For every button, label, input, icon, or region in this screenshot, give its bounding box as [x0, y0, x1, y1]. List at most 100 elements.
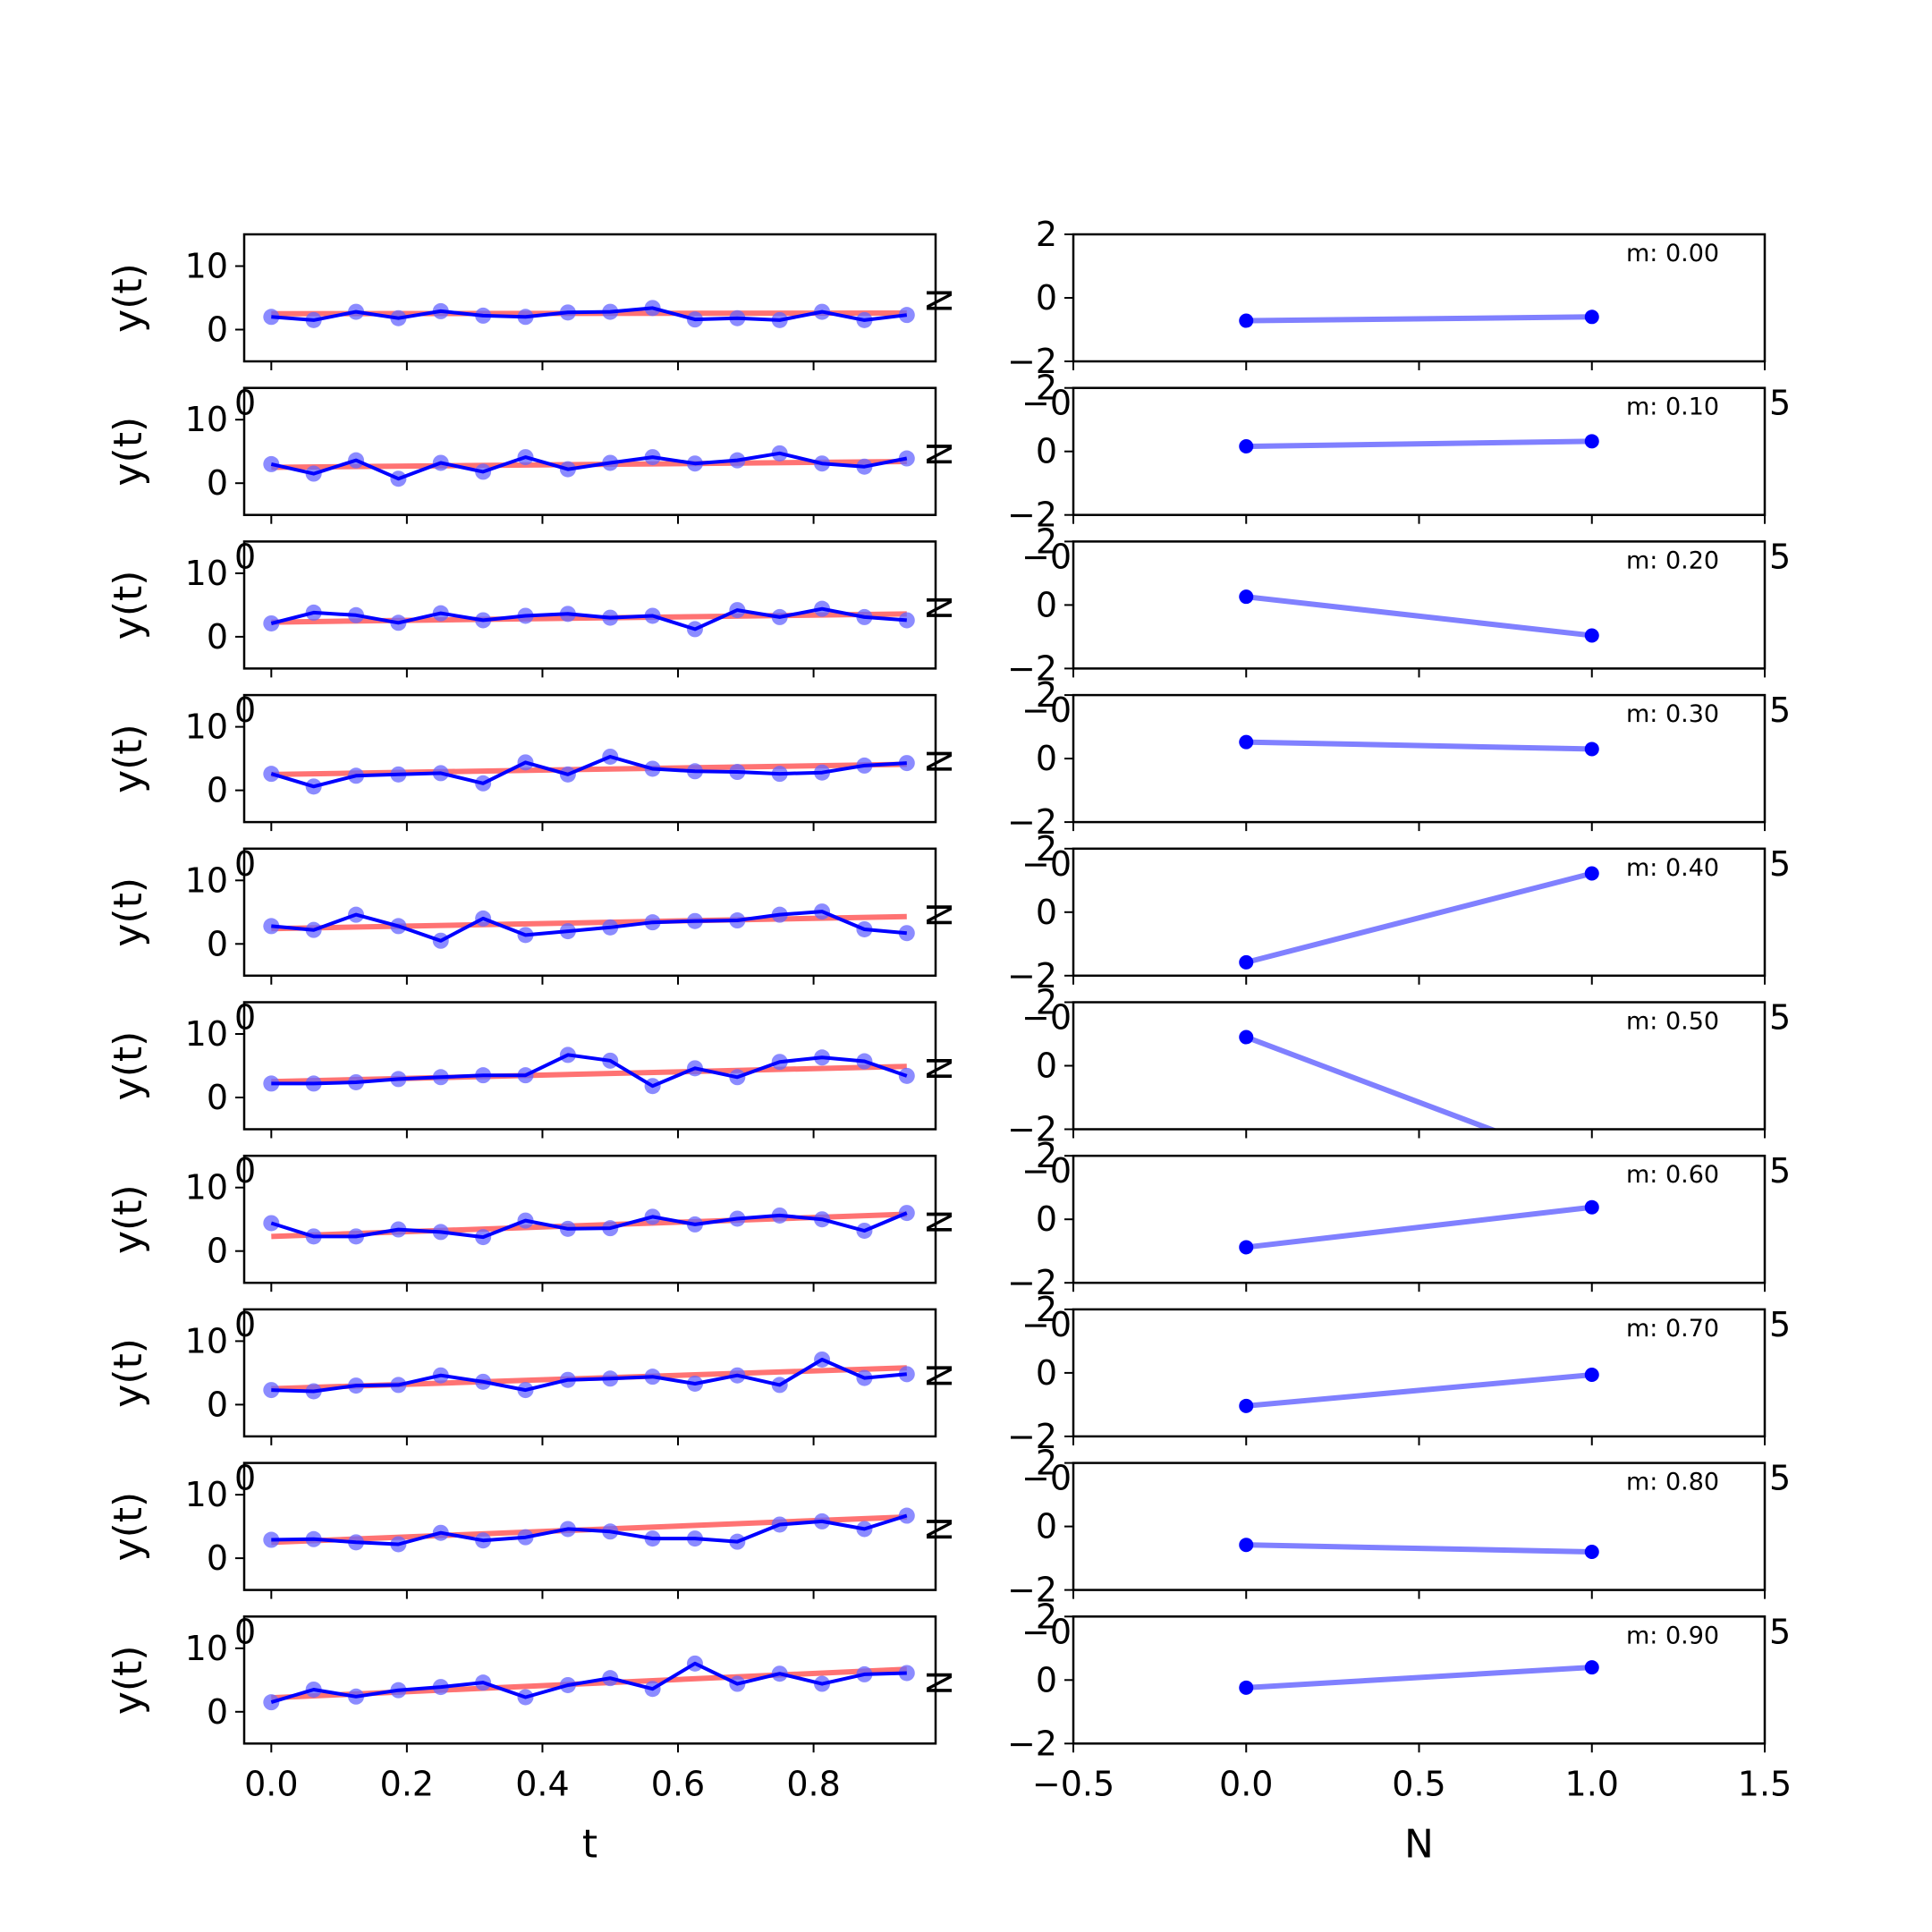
clipped-label-glyph: N — [920, 1670, 960, 1695]
series-point — [1584, 628, 1599, 643]
data-line — [270, 606, 907, 631]
y-tick-label: 0 — [207, 924, 228, 963]
data-line — [270, 1661, 907, 1705]
y-axis-label: y(t) — [106, 1492, 151, 1562]
x-tick-label: 0.5 — [1392, 1764, 1445, 1803]
right-plot-area — [1239, 589, 1599, 643]
left-plot-area — [263, 300, 915, 328]
slope-annotation: m: 0.90 — [1626, 1622, 1719, 1649]
series-line — [1245, 1204, 1593, 1250]
right-panel-9: −0 5 −2 0 2 −0.5 0.0 0.5 1.0 1.5 m: 0.90 — [1007, 1597, 1792, 1803]
series-point — [1584, 1660, 1599, 1675]
slope-annotation: m: 0.40 — [1626, 854, 1719, 882]
series-line — [1246, 739, 1592, 752]
axes-frame — [242, 540, 937, 670]
y-tick-label: 2 — [1036, 983, 1057, 1022]
right-plot-area — [1239, 866, 1599, 970]
clipped-tick-glyph: 5 — [1769, 691, 1791, 730]
clipped-title-glyph: −0 — [1021, 1459, 1072, 1498]
x-tick-label: 0.8 — [786, 1764, 840, 1803]
right-panel-1: −0 5 −2 0 2 m: 0.10 — [1007, 369, 1791, 535]
y-tick-label: −2 — [1007, 496, 1057, 535]
series-point — [1239, 734, 1254, 750]
axes-frame — [242, 1154, 937, 1284]
series-line — [1246, 314, 1592, 324]
series-point — [1584, 434, 1599, 449]
y-tick-label: −2 — [1007, 1724, 1057, 1763]
y-tick-label: 0 — [207, 1538, 228, 1578]
y-axis-label: y(t) — [106, 724, 151, 793]
clipped-tick-glyph: 5 — [1769, 1459, 1791, 1498]
axes-frame — [242, 1615, 937, 1745]
right-plot-area — [1239, 1538, 1599, 1559]
right-column: −202 m: 0.00−0 5−202 m: 0.10−0 5−202 m: 0.20−… — [1007, 215, 1792, 1803]
y-tick-label: 10 — [185, 1475, 228, 1514]
y-axis-label: y(t) — [106, 1338, 151, 1408]
y-tick-label: 10 — [185, 1321, 228, 1360]
clipped-title-glyph: −0 — [1021, 844, 1072, 884]
slope-annotation: m: 0.60 — [1626, 1161, 1719, 1189]
series-point — [1239, 1240, 1254, 1255]
y-tick-label: −2 — [1007, 1110, 1057, 1149]
clipped-label-glyph: N — [920, 441, 960, 466]
left-plot-area — [263, 903, 915, 949]
y-tick-label: 0 — [1036, 1660, 1057, 1699]
clipped-label-glyph: N — [920, 749, 960, 774]
y-tick-label: 10 — [185, 1629, 228, 1668]
right-panel-0: −2 0 2 m: 0.00 — [1007, 215, 1767, 381]
left-plot-area — [263, 1351, 915, 1400]
y-tick-label: 10 — [185, 708, 228, 747]
clipped-tick-glyph: 5 — [1769, 998, 1791, 1038]
clipped-tick-glyph: 5 — [1769, 1151, 1791, 1191]
data-line — [271, 1358, 907, 1394]
y-tick-label: 0 — [207, 771, 228, 810]
slope-annotation: m: 0.10 — [1626, 394, 1719, 421]
left-plot-area — [263, 1205, 915, 1246]
series-point — [1239, 439, 1254, 454]
clipped-label-glyph: N — [920, 288, 960, 313]
right-panel-8: −0 5 −2 0 2 m: 0.80 — [1007, 1444, 1791, 1610]
y-tick-label: 0 — [1036, 1353, 1057, 1393]
x-tick-label: 0.4 — [515, 1764, 569, 1803]
left-plot-area — [263, 600, 915, 638]
series-line — [1245, 1372, 1593, 1409]
clipped-tick-glyph: 5 — [1769, 1612, 1791, 1651]
data-line — [271, 1513, 908, 1546]
series-point — [1584, 866, 1599, 881]
y-tick-label: −2 — [1007, 1571, 1057, 1610]
y-tick-label: 0 — [207, 617, 228, 657]
x-tick-label: 1.5 — [1738, 1764, 1792, 1803]
series-point — [1239, 1398, 1254, 1413]
series-line — [1245, 870, 1593, 965]
y-tick-label: 2 — [1036, 369, 1057, 408]
y-axis-label: y(t) — [106, 263, 151, 333]
fit-line — [271, 913, 907, 932]
left-plot-area — [263, 748, 915, 795]
clipped-tick-glyph: 5 — [1769, 1305, 1791, 1344]
right-panel-6: −0 5 −2 0 2 m: 0.60 — [1007, 1136, 1791, 1302]
y-tick-label: 2 — [1036, 215, 1057, 254]
clipped-title-glyph: −0 — [1021, 691, 1072, 730]
series-line — [1246, 1665, 1592, 1690]
clipped-title-glyph: −0 — [1021, 1305, 1072, 1344]
y-tick-label: 0 — [207, 463, 228, 503]
series-point — [1584, 741, 1599, 757]
data-line — [270, 451, 908, 481]
right-plot-area — [1239, 1368, 1599, 1413]
y-tick-label: 0 — [1036, 1046, 1057, 1086]
clipped-label-glyph: N — [920, 1209, 960, 1234]
x-tick-label: 0.6 — [651, 1764, 705, 1803]
x-tick-label: 0.0 — [1219, 1764, 1273, 1803]
right-plot-area — [1239, 1660, 1599, 1695]
slope-annotation: m: 0.30 — [1626, 700, 1719, 728]
clipped-tick-glyph: 5 — [1769, 844, 1791, 884]
y-tick-label: −2 — [1007, 648, 1057, 688]
right-plot-area — [1239, 734, 1599, 757]
axes-frame — [242, 1462, 937, 1591]
